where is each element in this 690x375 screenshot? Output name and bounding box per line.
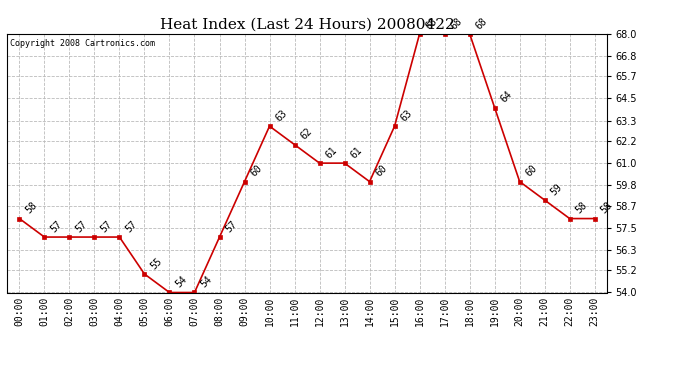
Text: 58: 58 <box>599 200 614 216</box>
Text: 60: 60 <box>374 164 389 179</box>
Text: 57: 57 <box>99 219 114 234</box>
Text: 59: 59 <box>549 182 564 197</box>
Text: 68: 68 <box>474 16 489 31</box>
Text: 54: 54 <box>174 274 189 290</box>
Text: 57: 57 <box>224 219 239 234</box>
Text: 55: 55 <box>148 256 164 271</box>
Text: 61: 61 <box>348 145 364 160</box>
Text: 68: 68 <box>448 16 464 31</box>
Text: 62: 62 <box>299 126 314 142</box>
Text: 60: 60 <box>248 164 264 179</box>
Text: Copyright 2008 Cartronics.com: Copyright 2008 Cartronics.com <box>10 39 155 48</box>
Text: 68: 68 <box>424 16 439 31</box>
Text: 54: 54 <box>199 274 214 290</box>
Text: 57: 57 <box>48 219 64 234</box>
Text: 61: 61 <box>324 145 339 160</box>
Text: 64: 64 <box>499 90 514 105</box>
Text: 58: 58 <box>574 200 589 216</box>
Title: Heat Index (Last 24 Hours) 20080422: Heat Index (Last 24 Hours) 20080422 <box>159 17 455 31</box>
Text: 63: 63 <box>274 108 289 123</box>
Text: 63: 63 <box>399 108 414 123</box>
Text: 58: 58 <box>23 200 39 216</box>
Text: 57: 57 <box>124 219 139 234</box>
Text: 60: 60 <box>524 164 539 179</box>
Text: 57: 57 <box>74 219 89 234</box>
